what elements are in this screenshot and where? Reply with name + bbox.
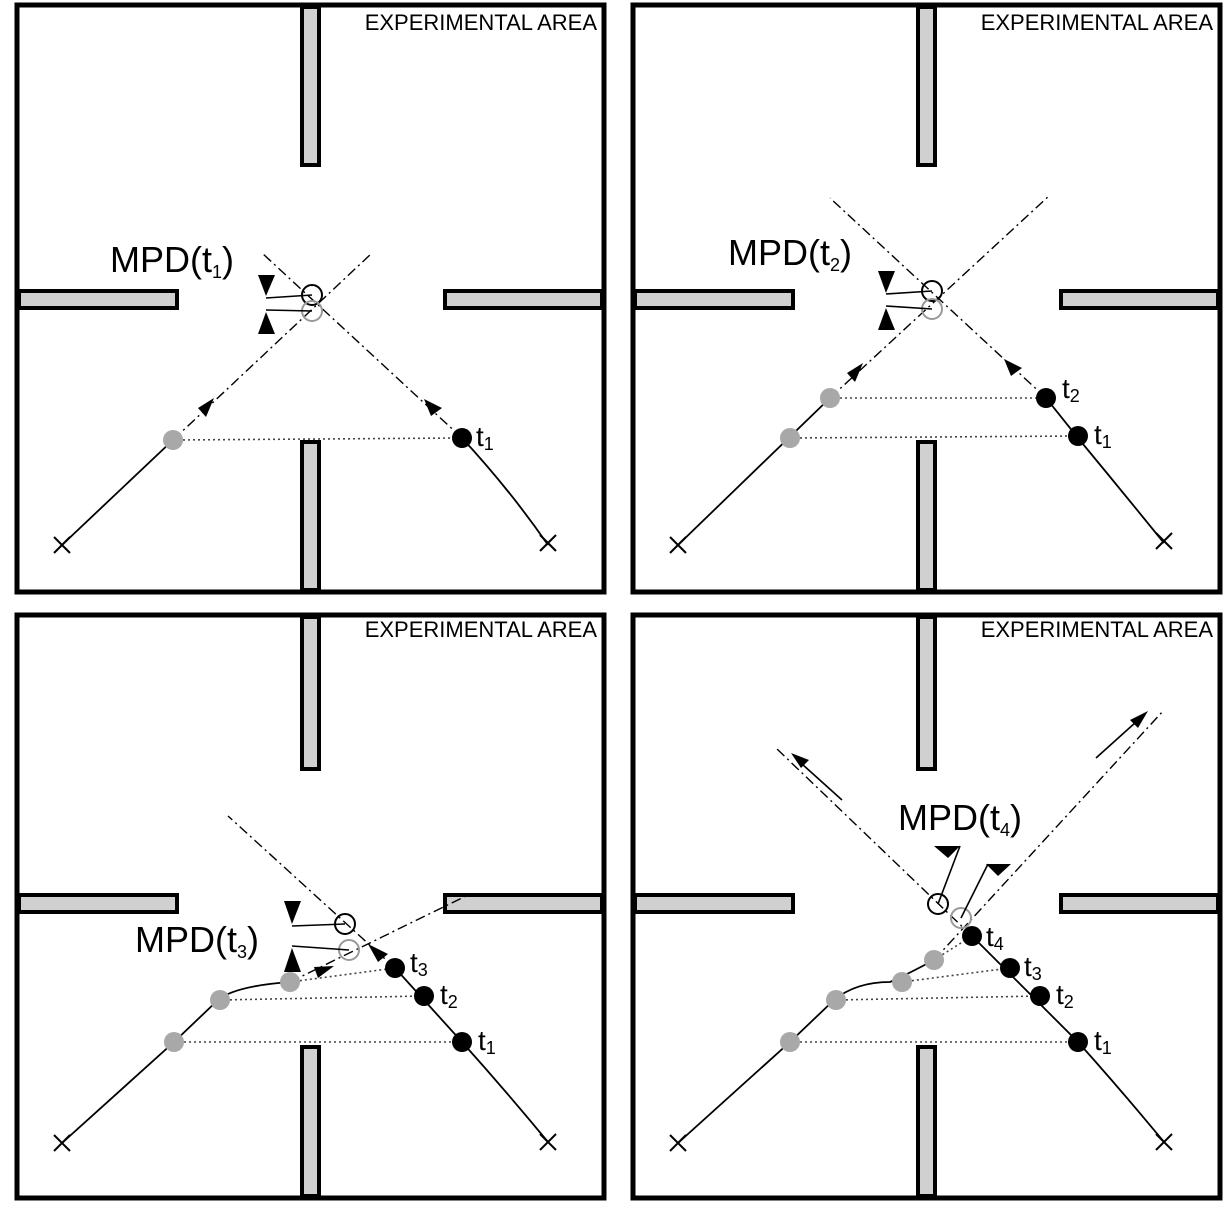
mpd-arrow-bottom	[878, 308, 895, 330]
exit-arrow-b-shaft	[801, 763, 843, 801]
time-label-t1: t1	[1094, 1025, 1112, 1058]
experimental-area-label: EXPERIMENTAL AREA	[365, 617, 598, 642]
wall-top	[916, 615, 937, 771]
mpd-label: MPD(t4)	[898, 797, 1022, 840]
experimental-area-label: EXPERIMENTAL AREA	[981, 617, 1214, 642]
wall-right	[443, 893, 604, 914]
wall-bottom	[916, 440, 937, 592]
mpd-extent-right	[960, 863, 989, 919]
experimental-area-label: EXPERIMENTAL AREA	[365, 10, 598, 35]
wall-left	[17, 289, 179, 310]
experimental-area-label: EXPERIMENTAL AREA	[981, 10, 1214, 35]
projection-line-a	[933, 709, 1165, 961]
mpd-arrow-top	[284, 901, 301, 924]
direction-arrow-b	[1004, 359, 1022, 376]
pedestrian-a-position	[452, 428, 472, 448]
mpd-extent-top	[265, 294, 313, 299]
pedestrian-b-position	[163, 430, 183, 450]
time-link-t3	[901, 967, 1011, 983]
mpd-label: MPD(t3)	[135, 919, 259, 962]
direction-arrow-b	[424, 399, 442, 416]
mpd-arrow-top	[258, 275, 275, 296]
pedestrian-b-position-t1	[780, 1032, 800, 1052]
wall-right	[1059, 289, 1220, 310]
pedestrian-a-position-t3	[1000, 958, 1020, 978]
trajectory-a	[61, 439, 174, 546]
panel-1: EXPERIMENTAL AREA MPD(t1) t1	[14, 2, 607, 595]
pedestrian-a-position-t2	[414, 986, 434, 1006]
trajectory-a	[677, 397, 831, 546]
exit-arrow-a	[1130, 711, 1148, 728]
pedestrian-b-position-t4	[924, 950, 944, 970]
mpd-arrow-bottom	[258, 312, 275, 334]
direction-arrow-a	[314, 966, 334, 978]
projection-line-a	[289, 894, 469, 983]
panel-2: EXPERIMENTAL AREA MPD(t2) t1 t2	[630, 2, 1223, 595]
time-label-t1: t1	[478, 1025, 496, 1058]
wall-top	[300, 5, 321, 167]
wall-bottom	[300, 440, 321, 592]
exit-arrow-b	[791, 753, 809, 768]
pedestrian-b-position-t2	[826, 990, 846, 1010]
mpd-extent-bottom	[291, 945, 350, 951]
time-label-t1: t1	[476, 421, 494, 454]
panel-4: EXPERIMENTAL AREA MPD(t4) t1 t2 t3 t	[630, 612, 1223, 1201]
projection-line-b	[227, 815, 396, 969]
pedestrian-b-position-t1	[780, 428, 800, 448]
predicted-position-a	[927, 893, 949, 915]
time-link-t2	[835, 995, 1041, 1001]
direction-arrow-a	[847, 363, 863, 382]
pedestrian-a-position-t1	[1068, 1032, 1088, 1052]
time-label-t2: t2	[440, 979, 458, 1012]
time-label-t1: t1	[1094, 419, 1112, 452]
wall-bottom	[300, 1045, 321, 1198]
wall-bottom	[916, 1045, 937, 1198]
time-label-t2: t2	[1056, 979, 1074, 1012]
time-link-t1	[789, 435, 1079, 439]
exit-arrow-a-shaft	[1095, 721, 1137, 759]
mpd-arrow-top	[878, 271, 895, 293]
pedestrian-a-position-t2	[1036, 388, 1056, 408]
wall-right	[1059, 893, 1220, 914]
mpd-extent-bottom	[885, 305, 933, 310]
direction-arrow-b	[368, 944, 388, 962]
time-label-t4: t4	[986, 921, 1004, 954]
predicted-position-b	[950, 907, 972, 929]
wall-top	[300, 615, 321, 771]
pedestrian-a-position-t4	[962, 926, 982, 946]
time-link-t2	[219, 995, 425, 1001]
pedestrian-a-position-t2	[1030, 986, 1050, 1006]
wall-top	[916, 5, 937, 167]
panel-3: EXPERIMENTAL AREA MPD(t3) t1 t2 t3	[14, 612, 607, 1201]
mpd-label: MPD(t1)	[110, 239, 234, 282]
pedestrian-b-position-t3	[280, 972, 300, 992]
mpd-arrow-right	[986, 864, 1011, 876]
mpd-arrow-bottom	[284, 948, 301, 972]
direction-arrow-a	[198, 398, 214, 417]
mpd-extent-bottom	[265, 309, 313, 312]
pedestrian-b-position-t2	[210, 990, 230, 1010]
pedestrian-b-position-t3	[892, 972, 912, 992]
pedestrian-a-position-t1	[452, 1032, 472, 1052]
time-label-t2: t2	[1062, 373, 1080, 406]
time-label-t3: t3	[1024, 951, 1042, 984]
wall-left	[17, 893, 179, 914]
trajectory-b	[461, 437, 549, 546]
wall-left	[633, 289, 795, 310]
mpd-arrow-left	[934, 846, 960, 858]
projection-line-b	[775, 747, 973, 937]
pedestrian-b-position-t1	[164, 1032, 184, 1052]
time-label-t3: t3	[410, 947, 428, 980]
mpd-extent-top	[885, 290, 933, 295]
mpd-extent-left	[937, 845, 961, 905]
wall-right	[443, 289, 604, 310]
pedestrian-b-position-t2	[820, 388, 840, 408]
wall-left	[633, 893, 795, 914]
pedestrian-a-position-t3	[385, 958, 405, 978]
pedestrian-a-position-t1	[1068, 426, 1088, 446]
mpd-label: MPD(t2)	[728, 232, 852, 275]
mpd-extent-top	[291, 923, 346, 927]
time-link	[172, 437, 463, 441]
